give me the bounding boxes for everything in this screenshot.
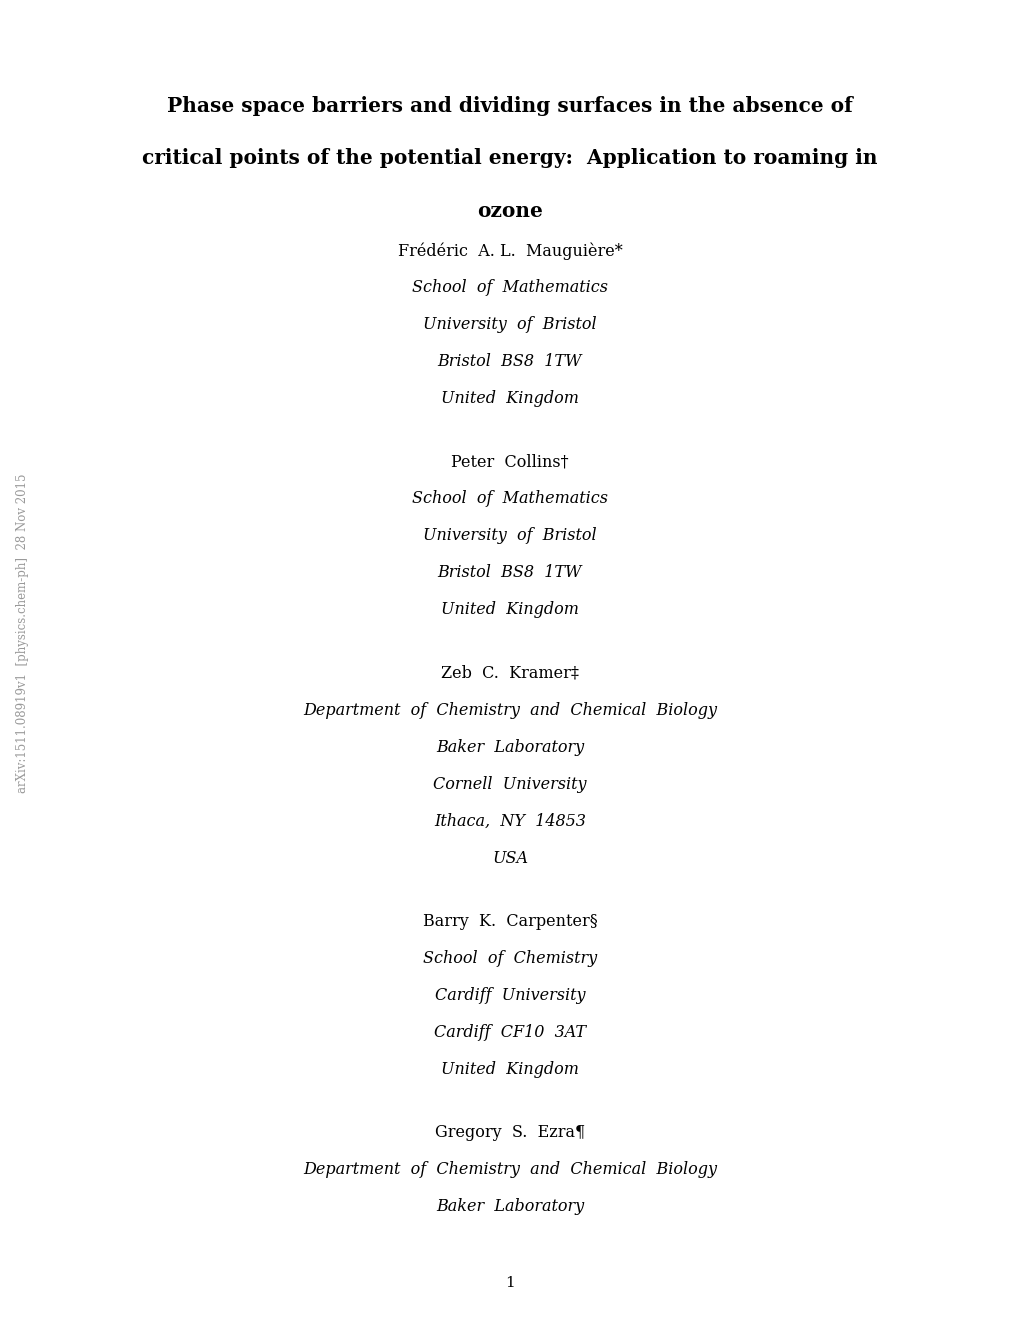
Text: arXiv:1511.08919v1  [physics.chem-ph]  28 Nov 2015: arXiv:1511.08919v1 [physics.chem-ph] 28 … [16,474,29,793]
Text: United  Kingdom: United Kingdom [440,602,579,618]
Text: School  of  Mathematics: School of Mathematics [412,491,607,507]
Text: University  of  Bristol: University of Bristol [423,528,596,544]
Text: Baker  Laboratory: Baker Laboratory [435,1199,584,1214]
Text: Cardiff  University: Cardiff University [434,987,585,1003]
Text: USA: USA [491,850,528,866]
Text: United  Kingdom: United Kingdom [440,391,579,407]
Text: Department  of  Chemistry  and  Chemical  Biology: Department of Chemistry and Chemical Bio… [303,702,716,718]
Text: critical points of the potential energy:  Application to roaming in: critical points of the potential energy:… [142,148,877,169]
Text: School  of  Mathematics: School of Mathematics [412,280,607,296]
Text: Barry  K.  Carpenter§: Barry K. Carpenter§ [422,913,597,929]
Text: Phase space barriers and dividing surfaces in the absence of: Phase space barriers and dividing surfac… [167,95,852,116]
Text: Gregory  S.  Ezra¶: Gregory S. Ezra¶ [434,1125,585,1140]
Text: 1: 1 [504,1276,515,1290]
Text: Baker  Laboratory: Baker Laboratory [435,739,584,755]
Text: Department  of  Chemistry  and  Chemical  Biology: Department of Chemistry and Chemical Bio… [303,1162,716,1177]
Text: Peter  Collins†: Peter Collins† [450,454,569,470]
Text: Zeb  C.  Kramer‡: Zeb C. Kramer‡ [440,665,579,681]
Text: Bristol  BS8  1TW: Bristol BS8 1TW [437,354,582,370]
Text: Cornell  University: Cornell University [433,776,586,792]
Text: ozone: ozone [477,201,542,222]
Text: United  Kingdom: United Kingdom [440,1061,579,1077]
Text: Ithaca,  NY  14853: Ithaca, NY 14853 [434,813,585,829]
Text: Frédéric  A. L.  Mauguière*: Frédéric A. L. Mauguière* [397,242,622,260]
Text: School  of  Chemistry: School of Chemistry [423,950,596,966]
Text: Cardiff  CF10  3AT: Cardiff CF10 3AT [433,1024,586,1040]
Text: University  of  Bristol: University of Bristol [423,317,596,333]
Text: Bristol  BS8  1TW: Bristol BS8 1TW [437,565,582,581]
